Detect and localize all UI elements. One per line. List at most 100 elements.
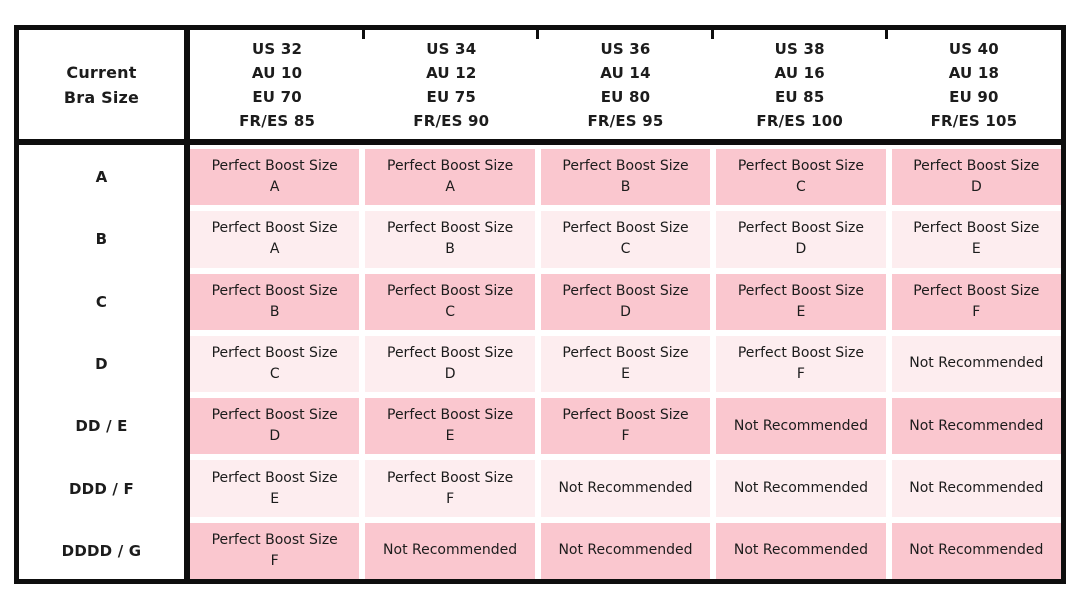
- cell-size-line: F: [446, 490, 455, 507]
- boost-size-cell: Perfect Boost Size C: [190, 335, 360, 393]
- cell-size-line: C: [620, 241, 631, 258]
- cell-label-line: Perfect Boost Size: [913, 282, 1040, 299]
- cell-size-line: E: [445, 428, 455, 445]
- table-row: Perfect Boost Size C Perfect Boost Size D Pe…: [190, 335, 1062, 393]
- cell-label-line: Perfect Boost Size: [562, 158, 689, 175]
- cup-size-row-label: B: [19, 211, 184, 268]
- cell-size-line: D: [970, 179, 982, 196]
- table-row: Perfect Boost Size A Perfect Boost Size A Pe…: [190, 149, 1062, 206]
- cell-label-line: Perfect Boost Size: [387, 344, 514, 361]
- cell-label-line: Perfect Boost Size: [562, 220, 689, 237]
- cell-size-line: B: [445, 241, 455, 258]
- cell-label-line: Perfect Boost Size: [211, 469, 338, 486]
- column-header-line: US 36: [600, 39, 651, 58]
- row-label-column: A B C D DD / E DDD / F DDDD / G: [19, 145, 190, 579]
- boost-size-cell: Perfect Boost Size E: [891, 211, 1062, 268]
- cell-label-line: Not Recommended: [733, 480, 868, 497]
- cell-label-line: Perfect Boost Size: [387, 469, 514, 486]
- cell-label-line: Perfect Boost Size: [387, 158, 514, 175]
- table-row: Perfect Boost Size E Perfect Boost Size F No…: [190, 460, 1062, 517]
- boost-size-cell: Perfect Boost Size F: [190, 522, 360, 579]
- cell-label-line: Perfect Boost Size: [387, 407, 514, 424]
- cell-size-line: A: [269, 241, 280, 258]
- cell-label-line: Perfect Boost Size: [211, 344, 338, 361]
- boost-size-cell: Perfect Boost Size A: [190, 211, 360, 268]
- cell-label-line: Perfect Boost Size: [211, 282, 338, 299]
- column-header-line: AU 10: [251, 63, 303, 82]
- boost-size-cell: Perfect Boost Size E: [540, 335, 711, 393]
- corner-header-line: Bra Size: [63, 87, 140, 107]
- cell-label-line: Perfect Boost Size: [387, 220, 514, 237]
- column-header-line: FR/ES 95: [587, 111, 664, 130]
- boost-size-cell: Perfect Boost Size F: [716, 335, 886, 393]
- band-size-column-header: US 32 AU 10 EU 70 FR/ES 85: [190, 30, 364, 139]
- column-header-line: AU 18: [948, 63, 1000, 82]
- cell-size-line: B: [620, 179, 631, 196]
- table-row: Perfect Boost Size A Perfect Boost Size B Pe…: [190, 211, 1062, 268]
- cell-size-line: C: [796, 179, 806, 196]
- boost-size-cell: Perfect Boost Size B: [540, 149, 711, 206]
- cell-size-line: B: [269, 303, 280, 320]
- cell-label-line: Perfect Boost Size: [913, 158, 1040, 175]
- corner-header-line: Current: [66, 62, 137, 82]
- cell-size-line: A: [269, 179, 280, 196]
- boost-size-cell: Perfect Boost Size B: [365, 211, 535, 268]
- boost-size-cell: Perfect Boost Size F: [540, 398, 711, 455]
- column-header-line: AU 12: [426, 63, 477, 82]
- cell-size-line: D: [795, 241, 807, 258]
- cell-label-line: Not Recommended: [383, 542, 518, 559]
- boost-size-cell: Perfect Boost Size D: [190, 398, 360, 455]
- boost-size-cell: Perfect Boost Size F: [365, 460, 535, 517]
- cell-label-line: Not Recommended: [733, 417, 868, 434]
- table-body: A B C D DD / E DDD / F DDDD / G Perfect Boost …: [19, 145, 1062, 579]
- not-recommended-cell: Not Recommended: [540, 460, 711, 517]
- column-header-line: EU 80: [600, 87, 651, 106]
- cell-label-line: Perfect Boost Size: [737, 282, 865, 299]
- band-size-column-header: US 40 AU 18 EU 90 FR/ES 105: [884, 30, 1061, 139]
- table-row: Perfect Boost Size F Not Recommended Not Re…: [190, 522, 1062, 579]
- cell-label-line: Not Recommended: [909, 480, 1044, 497]
- cup-size-row-label: C: [19, 273, 184, 330]
- boost-size-cell: Perfect Boost Size A: [190, 149, 360, 206]
- column-header-line: US 34: [426, 39, 477, 58]
- boost-size-cell: Perfect Boost Size E: [716, 273, 886, 330]
- cell-label-line: Perfect Boost Size: [211, 158, 338, 175]
- boost-size-cell: Perfect Boost Size D: [891, 149, 1062, 206]
- not-recommended-cell: Not Recommended: [891, 460, 1062, 517]
- cup-size-row-label: A: [19, 149, 184, 206]
- cell-size-line: F: [270, 552, 279, 569]
- cell-size-line: D: [620, 303, 631, 320]
- cell-label-line: Perfect Boost Size: [562, 282, 689, 299]
- cell-label-line: Perfect Boost Size: [211, 407, 338, 424]
- cell-label-line: Not Recommended: [909, 355, 1044, 372]
- table-row: Perfect Boost Size B Perfect Boost Size C Pe…: [190, 273, 1062, 330]
- cell-label-line: Perfect Boost Size: [387, 282, 514, 299]
- boost-size-cell: Perfect Boost Size D: [365, 335, 535, 393]
- cell-label-line: Perfect Boost Size: [211, 531, 338, 548]
- cell-size-line: A: [445, 179, 455, 196]
- not-recommended-cell: Not Recommended: [716, 398, 886, 455]
- boost-size-cell: Perfect Boost Size D: [540, 273, 711, 330]
- column-header-line: FR/ES 85: [239, 111, 316, 130]
- table-header-row: Current Bra Size US 32 AU 10 EU 70 FR/ES 85…: [19, 30, 1061, 145]
- cell-label-line: Not Recommended: [558, 480, 693, 497]
- cell-size-line: E: [796, 303, 806, 320]
- column-header-line: EU 75: [426, 87, 477, 106]
- boost-size-cell: Perfect Boost Size C: [365, 273, 535, 330]
- not-recommended-cell: Not Recommended: [716, 460, 886, 517]
- boost-size-cell: Perfect Boost Size B: [190, 273, 360, 330]
- boost-size-cell: Perfect Boost Size C: [716, 149, 886, 206]
- band-size-column-header: US 36 AU 14 EU 80 FR/ES 95: [536, 30, 712, 139]
- cup-size-row-label: DDDD / G: [19, 522, 184, 579]
- cell-label-line: Perfect Boost Size: [737, 344, 865, 361]
- column-header-line: US 32: [252, 39, 303, 58]
- cell-label-line: Perfect Boost Size: [211, 220, 338, 237]
- column-header-line: EU 90: [949, 87, 999, 106]
- cell-size-line: F: [796, 365, 805, 382]
- column-header-line: FR/ES 90: [413, 111, 490, 130]
- column-header-line: EU 85: [774, 87, 825, 106]
- column-header-line: US 38: [774, 39, 825, 58]
- cell-label-line: Not Recommended: [909, 417, 1044, 434]
- table-row: Perfect Boost Size D Perfect Boost Size E Pe…: [190, 398, 1062, 455]
- size-chart-table: Current Bra Size US 32 AU 10 EU 70 FR/ES 85…: [14, 25, 1066, 584]
